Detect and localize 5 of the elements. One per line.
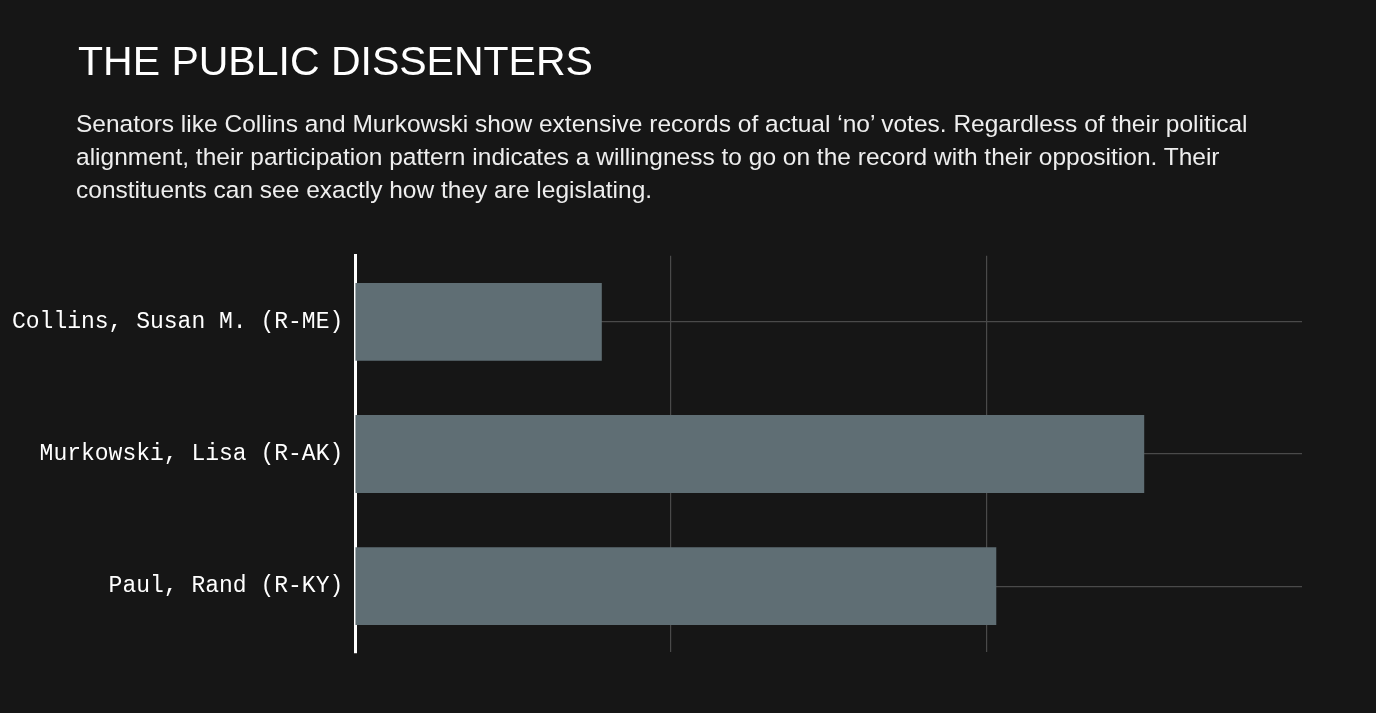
y-tick-label: Collins, Susan M. (R-ME) [11, 308, 344, 335]
chart-title: THE PUBLIC DISSENTERS [78, 37, 593, 86]
y-tick-label: Murkowski, Lisa (R-AK) [39, 441, 344, 468]
chart-subtitle: Senators like Collins and Murkowski show extensive records of actual ‘no’ votes. Regardless of their political alignment, their participation pattern indicates a willingness to go on the record with their opposition. Their constituents can see exactly how they are legislating. [76, 109, 1249, 205]
y-tick-label: Paul, Rand (R-KY) [108, 573, 344, 600]
